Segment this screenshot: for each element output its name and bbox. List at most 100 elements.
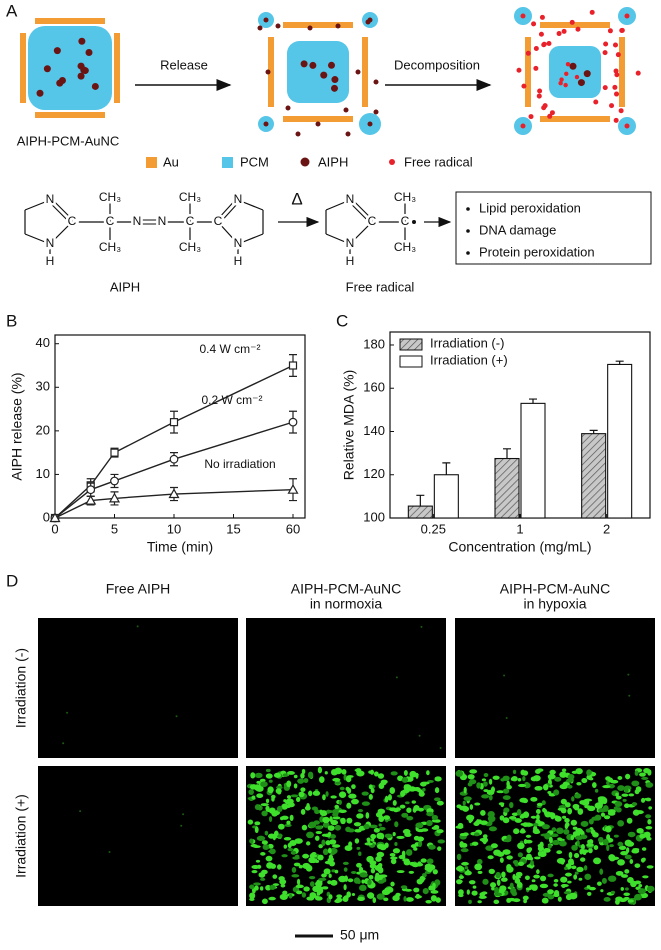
image-background — [246, 618, 446, 758]
cell-fluorescence — [256, 835, 266, 841]
cell-fluorescence — [586, 843, 594, 847]
cell-fluorescence — [535, 814, 540, 821]
cell-fluorescence — [481, 794, 490, 799]
micrograph — [246, 766, 446, 906]
cell-fluorescence — [462, 832, 469, 837]
radical-dot — [564, 71, 569, 77]
cell-fluorescence — [406, 815, 414, 821]
radical-dot — [525, 50, 531, 56]
cell-fluorescence — [302, 853, 310, 859]
cell-fluorescence — [626, 817, 633, 824]
cell-fluorescence — [430, 895, 437, 902]
y-axis-label: Relative MDA (%) — [341, 370, 357, 480]
gold-bar — [540, 116, 610, 122]
cell-fluorescence — [175, 715, 178, 718]
cell-fluorescence — [508, 816, 517, 820]
cell-fluorescence — [321, 886, 329, 890]
column-header: in normoxia — [310, 596, 383, 612]
image-background — [38, 766, 238, 906]
cell-fluorescence — [356, 846, 361, 850]
cell-fluorescence — [377, 867, 384, 874]
cell-fluorescence — [434, 776, 442, 782]
cell-fluorescence — [620, 886, 624, 891]
cell-fluorescence — [248, 789, 254, 796]
cell-fluorescence — [278, 823, 285, 830]
cell-fluorescence — [305, 841, 311, 846]
panel-label: B — [6, 311, 17, 330]
atom: C — [106, 214, 115, 228]
cell-fluorescence — [498, 802, 505, 806]
cell-fluorescence — [541, 824, 550, 830]
cell-fluorescence — [645, 782, 654, 788]
y-tick-label: 40 — [36, 335, 50, 350]
cell-fluorescence — [363, 823, 370, 830]
cell-fluorescence — [297, 778, 305, 784]
cell-fluorescence — [561, 768, 567, 772]
cell-fluorescence — [474, 863, 483, 871]
sparse-dot — [335, 23, 341, 29]
bond — [349, 221, 373, 245]
cell-fluorescence — [556, 857, 566, 864]
cell-fluorescence — [338, 791, 347, 798]
cell-fluorescence — [394, 821, 399, 828]
cell-fluorescence — [593, 857, 602, 865]
aiph-dot — [263, 121, 269, 127]
y-tick-label: 140 — [363, 423, 385, 438]
cell-fluorescence — [607, 811, 616, 816]
cell-fluorescence — [620, 850, 628, 856]
cell-fluorescence — [348, 793, 357, 799]
cell-fluorescence — [614, 801, 623, 807]
cell-fluorescence — [364, 842, 373, 846]
bond — [24, 199, 51, 211]
cell-fluorescence — [182, 813, 185, 816]
atom: H — [346, 254, 355, 268]
legend-label: Free radical — [404, 154, 473, 169]
legend-label: Irradiation (+) — [430, 352, 508, 367]
gold-bar — [283, 116, 353, 122]
aiph-dot — [367, 121, 373, 127]
cell-fluorescence — [522, 822, 529, 827]
cell-fluorescence — [402, 788, 410, 794]
cell-fluorescence — [413, 786, 421, 792]
cell-fluorescence — [622, 798, 627, 802]
atom: CH₃ — [179, 190, 201, 204]
cell-fluorescence — [361, 801, 370, 806]
cell-fluorescence — [338, 809, 347, 814]
cell-fluorescence — [261, 840, 268, 845]
radical-dot — [520, 123, 526, 129]
cell-fluorescence — [356, 862, 362, 868]
cell-fluorescence — [279, 879, 287, 885]
cell-fluorescence — [468, 816, 474, 823]
cell-fluorescence — [294, 854, 300, 859]
cell-fluorescence — [249, 897, 255, 901]
cell-fluorescence — [318, 844, 323, 849]
cell-fluorescence — [563, 828, 570, 835]
cell-fluorescence — [258, 872, 266, 878]
sparse-dot — [345, 131, 351, 137]
cell-fluorescence — [323, 868, 331, 875]
cell-fluorescence — [460, 848, 469, 853]
cell-fluorescence — [602, 838, 609, 846]
cell-fluorescence — [268, 779, 273, 783]
gold-bar — [114, 33, 120, 103]
cell-fluorescence — [458, 875, 464, 879]
cell-fluorescence — [271, 796, 275, 802]
atom: C — [68, 214, 77, 228]
cell-fluorescence — [646, 865, 654, 869]
radical-dot — [521, 83, 527, 89]
radical-dot — [556, 31, 562, 37]
cell-fluorescence — [249, 784, 258, 790]
cell-fluorescence — [601, 877, 607, 884]
cell-fluorescence — [634, 893, 642, 901]
cell-fluorescence — [536, 869, 540, 875]
sparse-dot — [365, 19, 371, 25]
cell-fluorescence — [384, 842, 389, 849]
cell-fluorescence — [361, 879, 365, 884]
aiph-dot — [583, 70, 591, 78]
scale-bar-label: 50 μm — [340, 927, 379, 943]
column-header: Free AIPH — [106, 581, 171, 597]
radical-dot — [589, 9, 595, 15]
cell-fluorescence — [345, 786, 350, 792]
cell-fluorescence — [283, 844, 288, 849]
cell-fluorescence — [610, 890, 616, 895]
